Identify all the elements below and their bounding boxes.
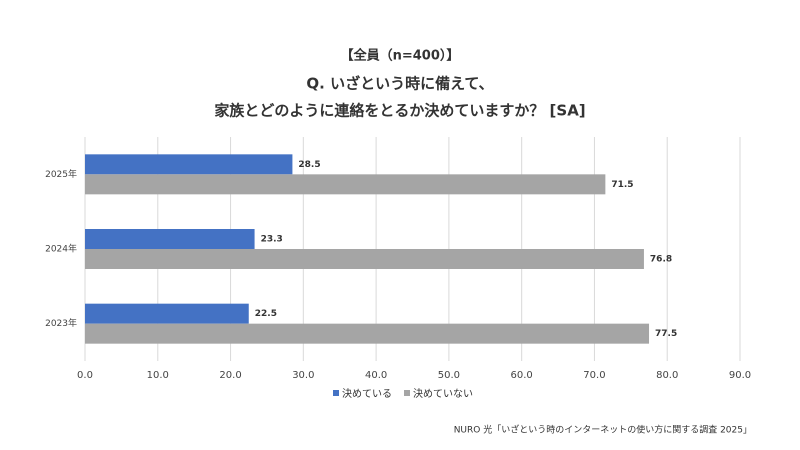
- legend-swatch: [404, 390, 410, 396]
- x-tick-label: 20.0: [219, 370, 241, 381]
- chart-title: 家族とどのように連絡をとるか決めていますか？ [SA]: [214, 102, 585, 120]
- value-label: 71.5: [611, 180, 633, 190]
- value-label: 28.5: [298, 160, 320, 170]
- bar: [85, 229, 255, 249]
- x-tick-label: 80.0: [656, 370, 678, 381]
- chart-title: Q. いざという時に備えて、: [306, 75, 493, 93]
- value-label: 76.8: [650, 255, 672, 265]
- bar: [85, 174, 606, 195]
- x-tick-label: 40.0: [365, 370, 387, 381]
- source: NURO 光「いざという時のインターネットの使い方に関する調査 2025」: [454, 424, 752, 436]
- x-tick-label: 50.0: [438, 370, 460, 381]
- x-tick-label: 10.0: [147, 370, 169, 381]
- x-tick-label: 70.0: [583, 370, 605, 381]
- bar: [85, 249, 644, 269]
- value-label: 77.5: [655, 329, 677, 339]
- value-label: 22.5: [255, 309, 277, 319]
- x-tick-label: 90.0: [729, 370, 751, 381]
- legend-swatch: [333, 390, 339, 396]
- y-tick-label: 2023年: [45, 317, 77, 329]
- bar: [85, 154, 293, 175]
- chart-title: 【全員（n=400）】: [341, 48, 460, 64]
- value-label: 23.3: [261, 235, 283, 245]
- legend-label: 決めている: [342, 388, 392, 400]
- bar: [85, 323, 650, 344]
- x-tick-label: 30.0: [292, 370, 314, 381]
- y-tick-label: 2024年: [45, 243, 77, 255]
- legend-label: 決めていない: [413, 388, 473, 400]
- x-tick-label: 0.0: [77, 370, 93, 381]
- bar: [85, 303, 249, 324]
- x-tick-label: 60.0: [511, 370, 533, 381]
- y-tick-label: 2025年: [45, 168, 77, 180]
